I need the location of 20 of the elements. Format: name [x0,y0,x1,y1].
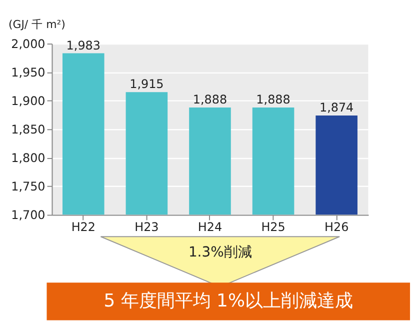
y-tick-label: 1,850 [11,122,46,137]
data-label: 1,983 [66,38,100,52]
y-tick-label: 1,900 [11,94,46,108]
x-tick-label: H25 [261,220,286,234]
x-tick-label: H22 [71,220,96,234]
y-tick-label: 1,800 [11,151,46,166]
text: 5 年度間平均 1%以上削減達成 [104,290,353,312]
text: 1.3%削減 [188,244,252,261]
data-label: 1,888 [192,92,228,106]
data-label: 1,874 [319,100,354,114]
x-tick-label: H24 [198,220,222,234]
y-tick-label: 2,000 [11,37,46,52]
y-tick-label: 1,950 [11,66,46,80]
data-label: 1,888 [256,92,290,106]
y-tick-label: 1,750 [11,180,46,194]
y-axis-title: (GJ/ 千 m²) [8,18,66,32]
x-tick-label: H23 [134,220,159,234]
x-tick-label: H26 [324,220,349,234]
data-label: 1,915 [130,77,164,92]
y-tick-label: 1,700 [11,208,46,222]
